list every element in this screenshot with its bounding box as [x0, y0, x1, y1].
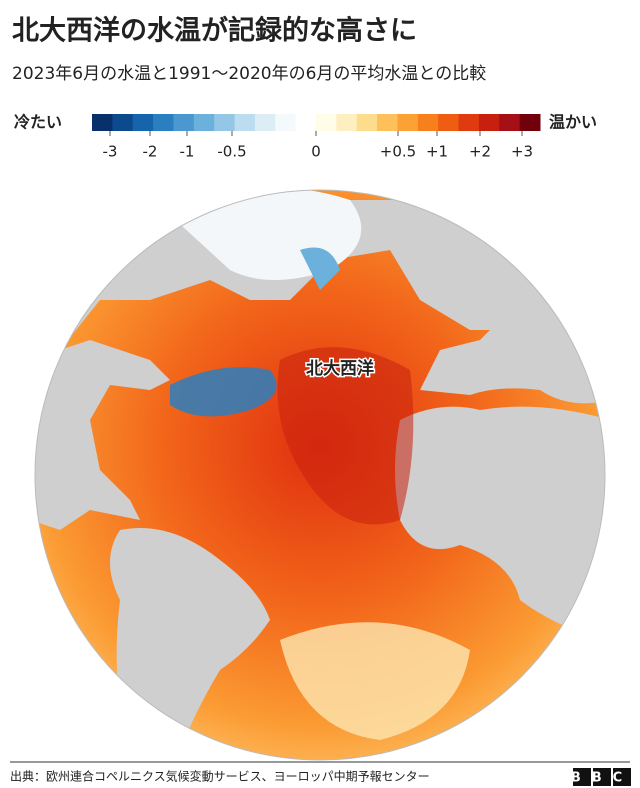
- cool-patch: [280, 622, 470, 740]
- logo-box: [613, 768, 631, 786]
- color-swatch: [417, 114, 439, 131]
- subtitle: 2023年6月の水温と1991～2020年の6月の平均水温との比較: [12, 64, 486, 84]
- color-swatch: [499, 114, 521, 131]
- tick-label: -1: [180, 143, 195, 161]
- color-swatch: [193, 114, 215, 131]
- color-swatch: [356, 114, 378, 131]
- color-swatch: [438, 114, 460, 131]
- cold-patch: [170, 367, 277, 417]
- color-swatch: [377, 114, 398, 131]
- logo-box: [593, 768, 611, 786]
- color-swatch: [153, 114, 174, 131]
- map-label: 北大西洋: [306, 358, 374, 379]
- color-bar: -3 -2 -1 -0.5 0 +0.5 +1 +2 +3: [92, 114, 541, 161]
- land-africa: [395, 406, 605, 640]
- logo-text: BBC: [571, 771, 633, 786]
- tick-label: -2: [143, 143, 158, 161]
- warm-label: 温かい: [548, 113, 597, 132]
- color-swatch: [275, 114, 297, 131]
- logo-box: [573, 768, 591, 786]
- tick-label: +1: [426, 143, 448, 161]
- color-swatch: [316, 114, 337, 131]
- tick-label: -0.5: [217, 143, 246, 161]
- color-swatch: [112, 114, 134, 131]
- tick-label: 0: [311, 143, 321, 161]
- globe: [35, 190, 605, 760]
- color-swatch: [132, 114, 154, 131]
- land-north: [35, 200, 600, 360]
- color-swatch: [519, 114, 541, 131]
- tick-label: +3: [511, 143, 533, 161]
- land-north-america: [35, 340, 170, 530]
- tick-label: +2: [469, 143, 491, 161]
- color-swatch: [214, 114, 236, 131]
- source: 出典：欧州連合コペルニクス気候変動サービス、ヨーロッパ中期予報センター: [10, 769, 430, 784]
- title: 北大西洋の水温が記録的な高さに: [12, 15, 417, 47]
- color-swatch: [397, 114, 419, 131]
- globe-outline: [34, 189, 606, 761]
- color-swatch: [92, 114, 113, 131]
- color-swatch: [173, 114, 195, 131]
- tick-label: -3: [103, 143, 118, 161]
- color-swatch: [336, 114, 358, 131]
- color-swatch: [254, 114, 276, 131]
- color-swatch: [478, 114, 500, 131]
- warm-patch: [277, 347, 414, 525]
- tick-label: +0.5: [380, 143, 416, 161]
- bbc-logo: BBC: [571, 768, 633, 786]
- color-swatch: [295, 114, 317, 131]
- cold-patch: [300, 247, 340, 290]
- cold-label: 冷たい: [14, 113, 62, 132]
- color-swatch: [234, 114, 256, 131]
- color-swatch: [458, 114, 480, 131]
